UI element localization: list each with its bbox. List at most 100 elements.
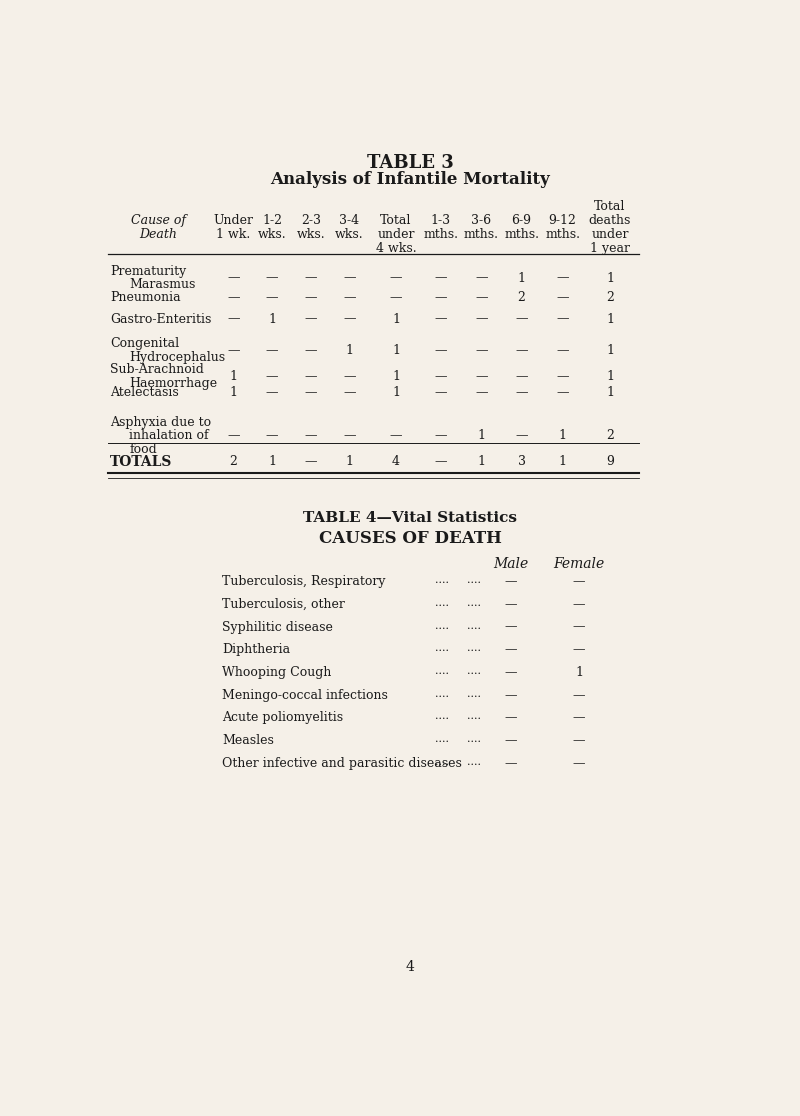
Text: —: — (390, 271, 402, 285)
Text: Pneumonia: Pneumonia (110, 291, 181, 304)
Text: deaths: deaths (589, 214, 631, 227)
Text: —: — (343, 386, 356, 400)
Text: ....: .... (467, 666, 482, 676)
Text: —: — (434, 455, 447, 468)
Text: 1: 1 (606, 271, 614, 285)
Text: 1: 1 (606, 386, 614, 400)
Text: 1: 1 (392, 386, 400, 400)
Text: Acute poliomyelitis: Acute poliomyelitis (222, 711, 343, 724)
Text: —: — (515, 386, 528, 400)
Text: —: — (343, 312, 356, 326)
Text: —: — (305, 455, 317, 468)
Text: —: — (434, 312, 447, 326)
Text: —: — (266, 291, 278, 304)
Text: ....: .... (435, 757, 449, 767)
Text: 1: 1 (230, 386, 238, 400)
Text: Congenital: Congenital (110, 337, 179, 350)
Text: Hydrocephalus: Hydrocephalus (130, 350, 226, 364)
Text: food: food (130, 443, 157, 455)
Text: ....: .... (435, 598, 449, 608)
Text: —: — (227, 344, 239, 357)
Text: 4: 4 (392, 455, 400, 468)
Text: wks.: wks. (297, 228, 325, 241)
Text: —: — (573, 734, 586, 747)
Text: Total: Total (380, 214, 412, 227)
Text: —: — (475, 312, 487, 326)
Text: —: — (266, 271, 278, 285)
Text: Gastro-Enteritis: Gastro-Enteritis (110, 312, 211, 326)
Text: mths.: mths. (504, 228, 539, 241)
Text: 3-4: 3-4 (339, 214, 360, 227)
Text: Marasmus: Marasmus (130, 278, 196, 291)
Text: 1: 1 (392, 312, 400, 326)
Text: —: — (266, 344, 278, 357)
Text: 1-3: 1-3 (431, 214, 451, 227)
Text: —: — (505, 643, 517, 656)
Text: Tuberculosis, Respiratory: Tuberculosis, Respiratory (222, 575, 386, 588)
Text: ....: .... (467, 734, 482, 744)
Text: inhalation of: inhalation of (130, 430, 209, 442)
Text: —: — (266, 430, 278, 442)
Text: 1: 1 (392, 371, 400, 383)
Text: 9-12: 9-12 (549, 214, 577, 227)
Text: ....: .... (467, 711, 482, 721)
Text: ....: .... (435, 575, 449, 585)
Text: —: — (505, 598, 517, 610)
Text: Haemorrhage: Haemorrhage (130, 377, 218, 389)
Text: —: — (343, 271, 356, 285)
Text: —: — (475, 344, 487, 357)
Text: under: under (591, 228, 629, 241)
Text: Syphilitic disease: Syphilitic disease (222, 620, 334, 634)
Text: mths.: mths. (464, 228, 499, 241)
Text: —: — (343, 371, 356, 383)
Text: —: — (343, 291, 356, 304)
Text: —: — (475, 271, 487, 285)
Text: Whooping Cough: Whooping Cough (222, 666, 332, 679)
Text: —: — (557, 291, 569, 304)
Text: 2-3: 2-3 (301, 214, 321, 227)
Text: 1 wk.: 1 wk. (216, 228, 250, 241)
Text: Sub-Arachnoid: Sub-Arachnoid (110, 364, 204, 376)
Text: —: — (505, 711, 517, 724)
Text: —: — (305, 344, 317, 357)
Text: TOTALS: TOTALS (110, 455, 173, 469)
Text: —: — (557, 271, 569, 285)
Text: 2: 2 (518, 291, 526, 304)
Text: 3: 3 (518, 455, 526, 468)
Text: —: — (305, 271, 317, 285)
Text: 4 wks.: 4 wks. (376, 242, 416, 254)
Text: —: — (505, 666, 517, 679)
Text: TABLE 4—Vital Statistics: TABLE 4—Vital Statistics (303, 511, 517, 526)
Text: CAUSES OF DEATH: CAUSES OF DEATH (318, 530, 502, 547)
Text: 2: 2 (230, 455, 238, 468)
Text: wks.: wks. (258, 228, 286, 241)
Text: —: — (266, 386, 278, 400)
Text: —: — (515, 344, 528, 357)
Text: ....: .... (467, 757, 482, 767)
Text: ....: .... (435, 666, 449, 676)
Text: —: — (573, 689, 586, 702)
Text: 2: 2 (606, 430, 614, 442)
Text: ....: .... (435, 689, 449, 699)
Text: 1: 1 (478, 455, 486, 468)
Text: 1: 1 (518, 271, 526, 285)
Text: —: — (305, 430, 317, 442)
Text: —: — (573, 575, 586, 588)
Text: —: — (266, 371, 278, 383)
Text: ....: .... (467, 620, 482, 631)
Text: —: — (227, 312, 239, 326)
Text: 1: 1 (392, 344, 400, 357)
Text: Total: Total (594, 200, 626, 213)
Text: Female: Female (554, 557, 605, 570)
Text: 1: 1 (346, 455, 354, 468)
Text: —: — (305, 291, 317, 304)
Text: —: — (505, 575, 517, 588)
Text: 1 year: 1 year (590, 242, 630, 254)
Text: —: — (475, 371, 487, 383)
Text: —: — (557, 371, 569, 383)
Text: —: — (515, 312, 528, 326)
Text: Atelectasis: Atelectasis (110, 386, 179, 400)
Text: 4: 4 (406, 960, 414, 974)
Text: —: — (227, 271, 239, 285)
Text: ....: .... (467, 689, 482, 699)
